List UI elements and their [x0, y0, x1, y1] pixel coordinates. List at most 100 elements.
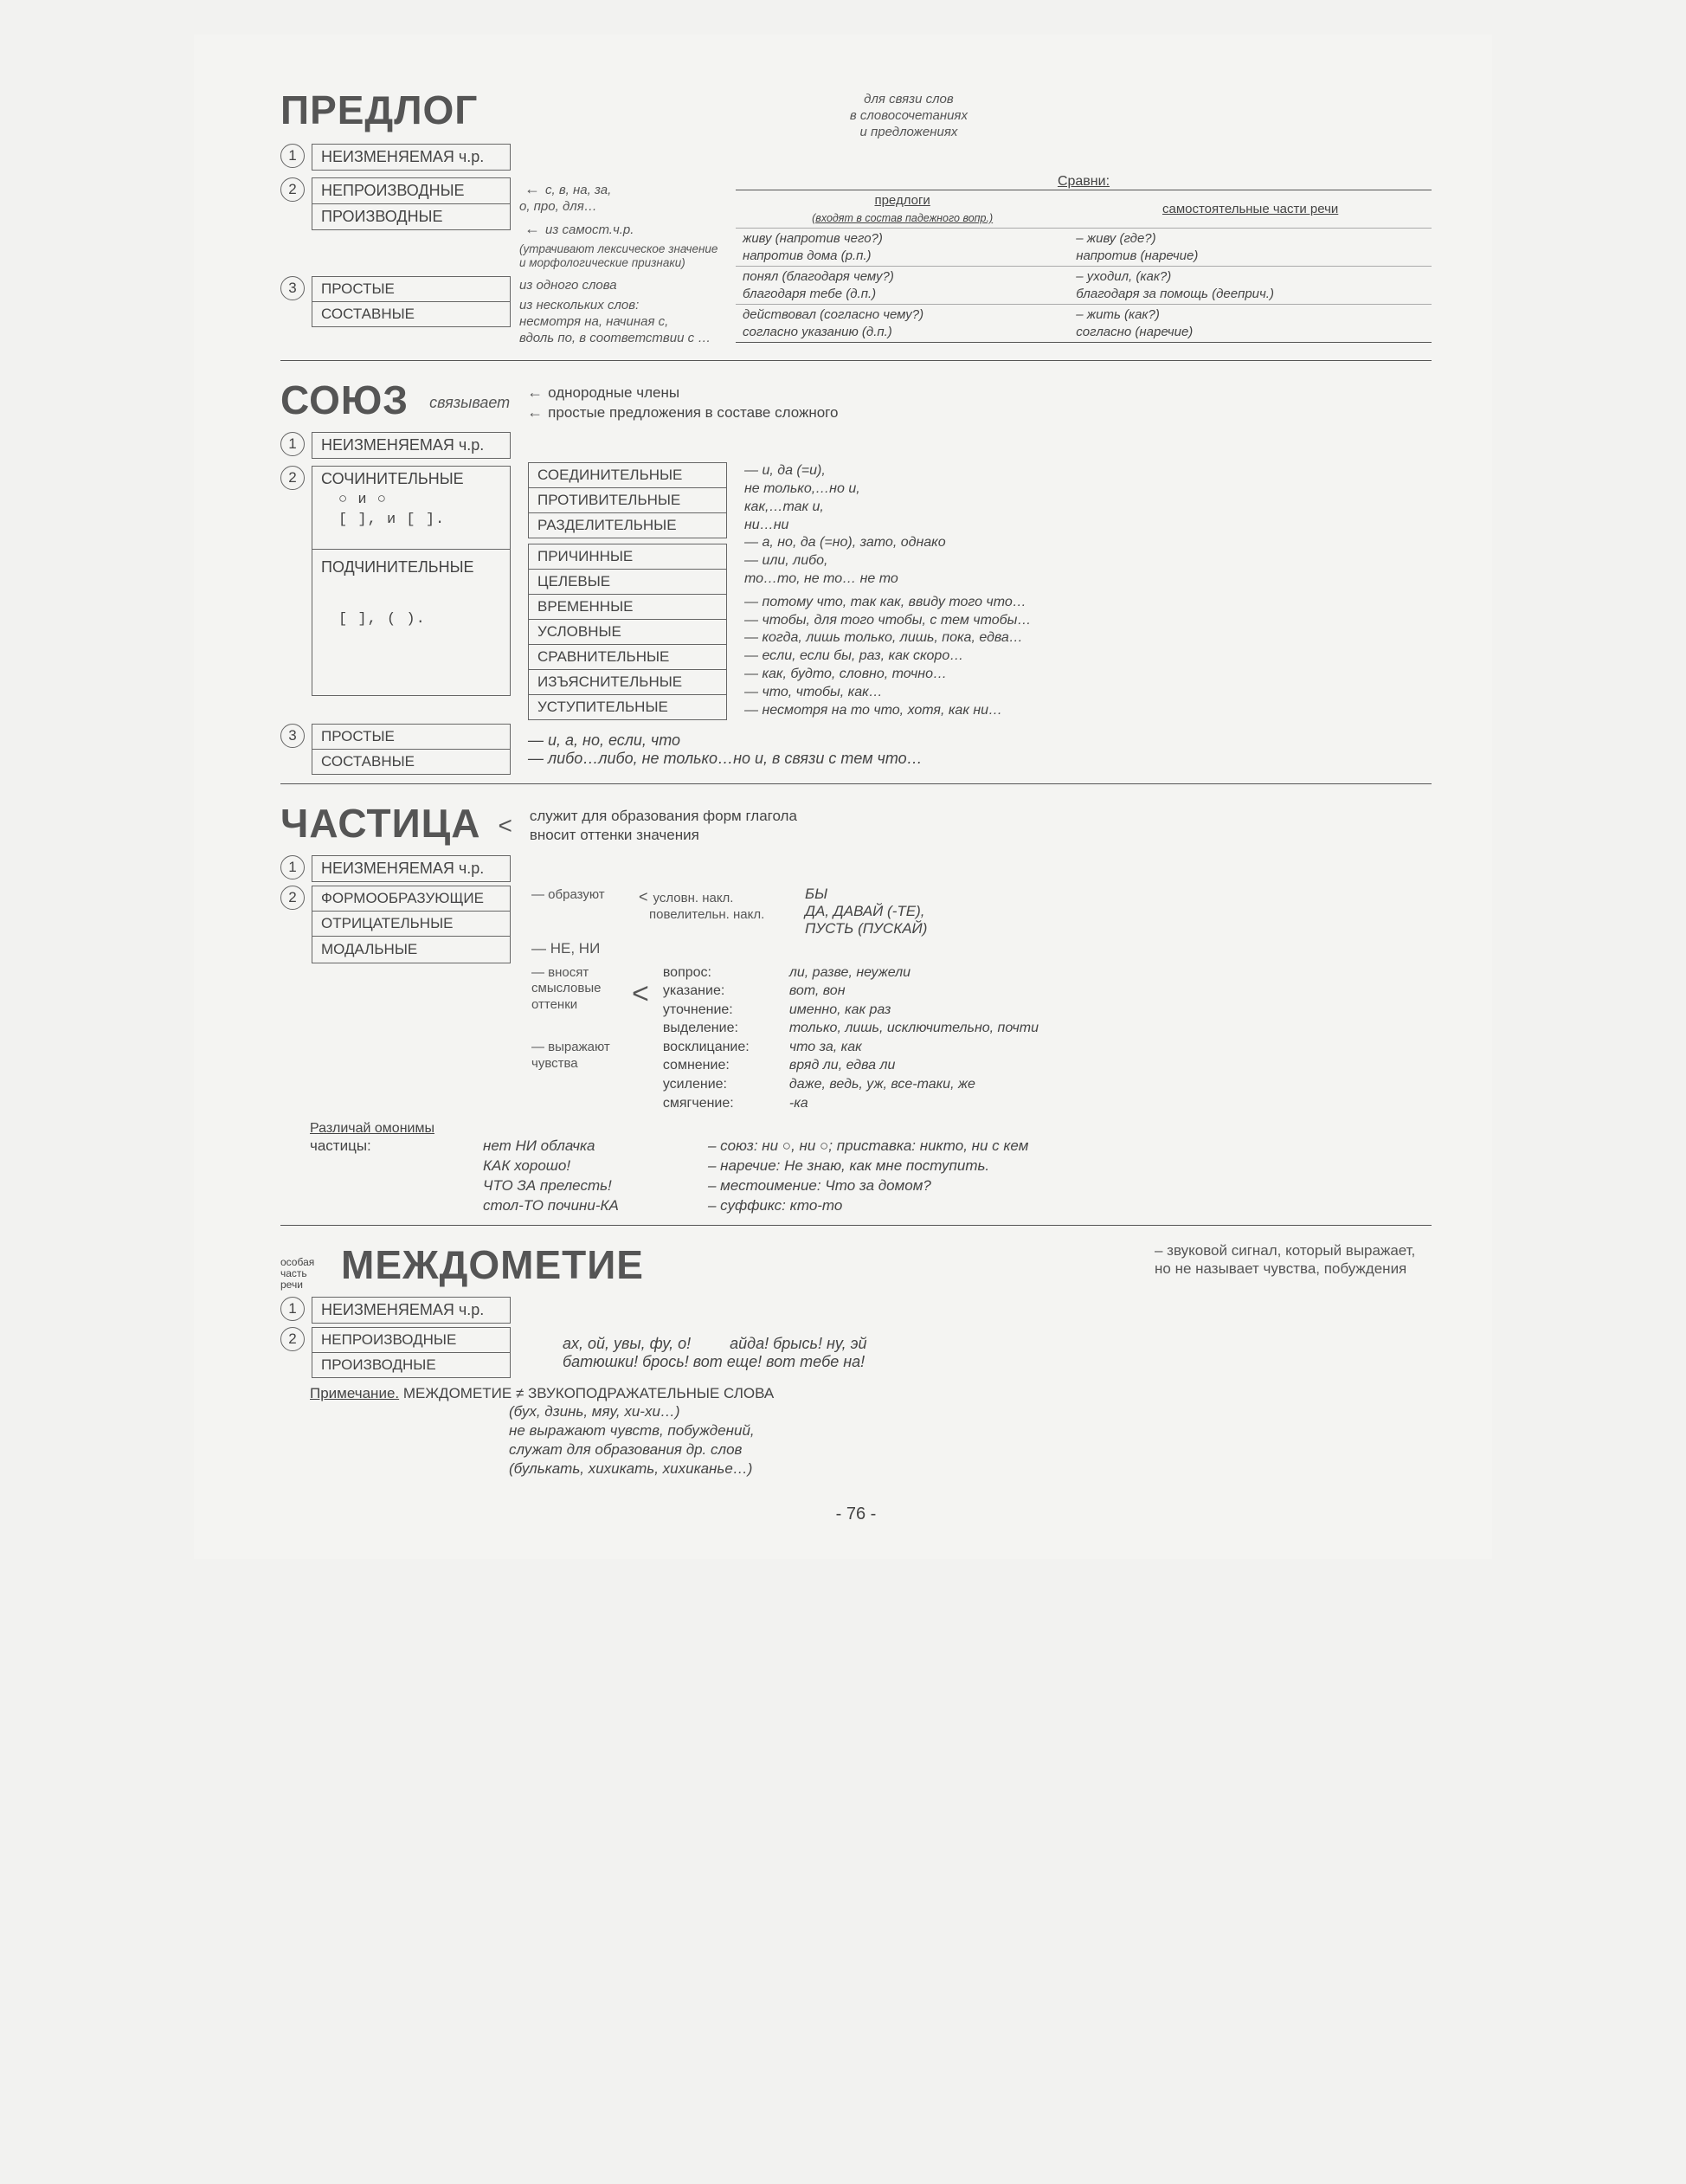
section-mezh: особая часть речи МЕЖДОМЕТИЕ – звуковой …	[280, 1241, 1432, 1479]
sub-item: СРАВНИТЕЛЬНЫЕ	[528, 644, 727, 669]
chastica-a-r1: БЫ	[805, 886, 995, 903]
mezh-box-1: НЕИЗМЕНЯЕМАЯ ч.р.	[312, 1297, 511, 1324]
soyuz-sost: СОСТАВНЫЕ	[312, 749, 511, 775]
predlog-box-1: НЕИЗМЕНЯЕМАЯ ч.р.	[312, 144, 511, 171]
mezh-note-l1: (бух, дзинь, мяу, хи-хи…)	[509, 1402, 1432, 1421]
sub-ex: потому что, так как, ввиду того что…	[744, 594, 1031, 612]
soyuz-connects-a: ←однородные члены	[522, 383, 838, 403]
coord-ex: или, либо, то…то, не то… не то	[744, 552, 1031, 589]
sub-item: ИЗЪЯСНИТЕЛЬНЫЕ	[528, 669, 727, 694]
mezh-note-main: МЕЖДОМЕТИЕ ≠ ЗВУКОПОДРАЖАТЕЛЬНЫЕ СЛОВА	[403, 1385, 774, 1401]
coord-ex: а, но, да (=но), зато, однако	[744, 534, 1031, 552]
chastica-otr: ОТРИЦАТЕЛЬНЫЕ	[312, 911, 511, 936]
predlog-purpose: для связи слов в словосочетаниях и предл…	[850, 92, 968, 140]
soyuz-box-1: НЕИЗМЕНЯЕМАЯ ч.р.	[312, 432, 511, 459]
predlog-sost: СОСТАВНЫЕ	[312, 301, 511, 327]
coord-ex: и, да (=и), не только,…но и, как,…так и,…	[744, 462, 1031, 534]
mezh-note-label: Примечание.	[310, 1385, 399, 1401]
coord-item: РАЗДЕЛИТЕЛЬНЫЕ	[528, 512, 727, 538]
sub-ex: что, чтобы, как…	[744, 684, 1031, 702]
num-1: 1	[280, 144, 305, 168]
chastica-title: ЧАСТИЦА	[280, 800, 480, 847]
soyuz-prost: ПРОСТЫЕ	[312, 724, 511, 749]
compare-row: действовал (согласно чему?) согласно ука…	[736, 305, 1432, 343]
soyuz-podch: ПОДЧИНИТЕЛЬНЫЕ [ ], ( ).	[312, 549, 511, 696]
chastica-modal: МОДАЛЬНЫЕ	[312, 936, 511, 963]
chastica-func-b: вносит оттенки значения	[530, 826, 797, 845]
sub-ex: чтобы, для того чтобы, с тем чтобы…	[744, 612, 1031, 630]
page: ПРЕДЛОГ для связи слов в словосочетаниях…	[194, 35, 1492, 1559]
sub-ex: когда, лишь только, лишь, пока, едва…	[744, 629, 1031, 647]
sub-item: ВРЕМЕННЫЕ	[528, 594, 727, 619]
modal-comment-1: вносят смысловые оттенки	[531, 965, 618, 1014]
compare-title: Сравни:	[736, 174, 1432, 190]
podch-schema: [ ], ( ).	[338, 611, 426, 628]
predlog-n3a-ex: из одного слова	[511, 276, 711, 296]
sub-item: УСЛОВНЫЕ	[528, 619, 727, 644]
mezh-neproizv: НЕПРОИЗВОДНЫЕ	[312, 1327, 511, 1352]
section-chastica: ЧАСТИЦА < служит для образования форм гл…	[280, 800, 1432, 1226]
section-predlog: ПРЕДЛОГ для связи слов в словосочетаниях…	[280, 87, 1432, 361]
soyuz-connects: связывает	[421, 391, 510, 415]
num-2: 2	[280, 466, 305, 490]
num-2: 2	[280, 177, 305, 202]
chastica-func-a: служит для образования форм глагола	[530, 807, 797, 826]
predlog-n2b-ex2: (утрачивают лексическое значение и морфо…	[511, 241, 718, 274]
num-1: 1	[280, 1297, 305, 1321]
num-2: 2	[280, 886, 305, 910]
soyuz-title: СОЮЗ	[280, 377, 409, 423]
chastica-box-1: НЕИЗМЕНЯЕМАЯ ч.р.	[312, 855, 511, 882]
sub-ex: как, будто, словно, точно…	[744, 666, 1031, 684]
compare-row: живу (напротив чего?) напротив дома (р.п…	[736, 229, 1432, 267]
soyuz-n3a-ex: и, а, но, если, что	[528, 731, 923, 750]
mezh-note-l4: (булькать, хихикать, хихиканье…)	[509, 1459, 1432, 1479]
mezh-note-l2: не выражают чувств, побуждений,	[509, 1421, 1432, 1440]
predlog-prost: ПРОСТЫЕ	[312, 276, 511, 301]
sub-ex: если, если бы, раз, как скоро…	[744, 647, 1031, 666]
num-2: 2	[280, 1327, 305, 1351]
sub-item: ЦЕЛЕВЫЕ	[528, 569, 727, 594]
mezh-proizv: ПРОИЗВОДНЫЕ	[312, 1352, 511, 1378]
soyuz-soch: СОЧИНИТЕЛЬНЫЕ ○ и ○ [ ], и [ ].	[312, 466, 511, 549]
coord-kinds: СОЕДИНИТЕЛЬНЫЕ ПРОТИВИТЕЛЬНЫЕ РАЗДЕЛИТЕЛ…	[528, 462, 727, 538]
predlog-n2b-ex: ←из самост.ч.р.	[511, 217, 718, 241]
compare-table: предлоги (входят в состав падежного вопр…	[736, 190, 1432, 343]
modal-comment-2: выражают чувства	[531, 1040, 618, 1073]
mezh-def: – звуковой сигнал, который выражает, но …	[1155, 1241, 1432, 1279]
chastica-a-r2: ДА, ДАВАЙ (-ТЕ), ПУСТЬ (ПУСКАЙ)	[805, 903, 995, 937]
coord-item: СОЕДИНИТЕЛЬНЫЕ	[528, 462, 727, 487]
chastica-b-ex: НЕ, НИ	[523, 937, 1084, 959]
sub-item: УСТУПИТЕЛЬНЫЕ	[528, 694, 727, 720]
compare-col2: самостоятельные части речи	[1069, 190, 1432, 229]
num-1: 1	[280, 432, 305, 456]
mezh-note-l3: служат для образования др. слов	[509, 1440, 1432, 1459]
homonym-grid: частицы: нет НИ облачка – союз: ни ○, ни…	[310, 1137, 1432, 1216]
coord-item: ПРОТИВИТЕЛЬНЫЕ	[528, 487, 727, 512]
soyuz-connects-b: ←простые предложения в составе сложного	[522, 403, 838, 422]
page-number: - 76 -	[280, 1504, 1432, 1524]
predlog-n2a-ex: ←с, в, на, за, о, про, для…	[511, 177, 718, 217]
modal-grid: вопрос:ли, разве, неужели указание:вот, …	[663, 963, 1084, 1113]
num-3: 3	[280, 724, 305, 748]
section-soyuz: СОЮЗ связывает ←однородные члены ←просты…	[280, 377, 1432, 784]
num-1: 1	[280, 855, 305, 879]
homonyms-title: Различай омонимы	[310, 1121, 1432, 1137]
predlog-proizv: ПРОИЗВОДНЫЕ	[312, 203, 511, 230]
mezh-n2a-ex: ах, ой, увы, фу, о! айда! брысь! ну, эй	[563, 1335, 867, 1353]
chastica-a-comment: образуют	[523, 886, 618, 905]
sub-item: ПРИЧИННЫЕ	[528, 544, 727, 569]
mezh-n2b-ex: батюшки! брось! вот еще! вот тебе на!	[563, 1353, 867, 1371]
mezh-title: МЕЖДОМЕТИЕ	[341, 1241, 644, 1288]
compare-row: понял (благодаря чему?) благодаря тебе (…	[736, 267, 1432, 305]
soch-schema-1: ○ и ○	[338, 492, 387, 508]
num-3: 3	[280, 276, 305, 300]
sub-ex: несмотря на то что, хотя, как ни…	[744, 702, 1031, 720]
compare-col1: предлоги (входят в состав падежного вопр…	[736, 190, 1069, 229]
soyuz-n3b-ex: либо…либо, не только…но и, в связи с тем…	[528, 750, 923, 768]
mezh-side: особая часть речи	[280, 1257, 324, 1292]
sub-kinds: ПРИЧИННЫЕ ЦЕЛЕВЫЕ ВРЕМЕННЫЕ УСЛОВНЫЕ СРА…	[528, 544, 727, 720]
predlog-n3b-ex: из нескольких слов: несмотря на, начиная…	[511, 296, 711, 348]
chastica-formо: ФОРМООБРАЗУЮЩИЕ	[312, 886, 511, 911]
soch-schema-2: [ ], и [ ].	[338, 512, 445, 528]
predlog-title: ПРЕДЛОГ	[280, 87, 478, 133]
